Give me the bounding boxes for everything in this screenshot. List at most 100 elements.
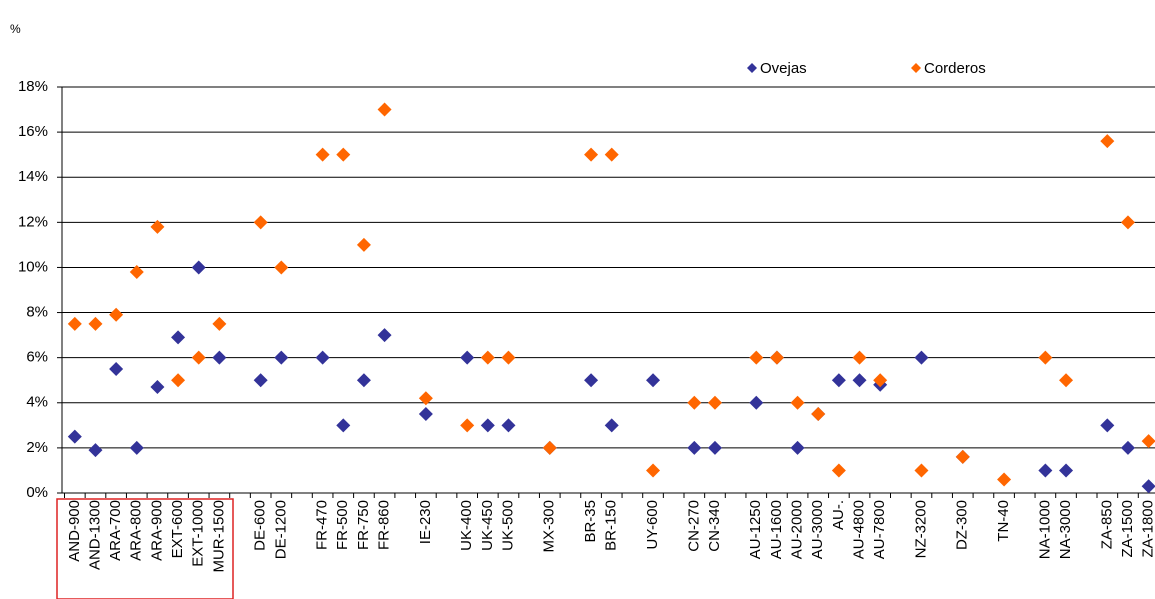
point: [129, 440, 144, 455]
point: [790, 440, 805, 455]
x-tick-label: AU-.: [830, 500, 847, 530]
highlight-box: [56, 498, 234, 599]
x-tick-label: ARA-700: [107, 500, 124, 561]
x-tick-label: AU-7800: [871, 500, 888, 559]
x-tick-label: AU-4800: [850, 500, 867, 559]
point: [377, 328, 392, 343]
point: [687, 395, 702, 410]
x-tick-label: FR-860: [376, 500, 393, 550]
point: [315, 147, 330, 162]
x-tick-label: NZ-3200: [912, 500, 929, 558]
point: [336, 147, 351, 162]
point: [88, 443, 103, 458]
x-tick-label: UK-450: [479, 500, 496, 551]
point: [1038, 463, 1053, 478]
point: [356, 373, 371, 388]
x-tick-label: AU-2000: [789, 500, 806, 559]
point: [914, 350, 929, 365]
point: [109, 307, 124, 322]
point: [191, 260, 206, 275]
y-tick-label: 18%: [18, 78, 48, 95]
x-tick-label: BR-35: [582, 500, 599, 543]
point: [501, 350, 516, 365]
point: [274, 350, 289, 365]
point: [646, 463, 661, 478]
point: [501, 418, 516, 433]
y-tick-label: 8%: [26, 304, 48, 321]
point: [171, 373, 186, 388]
x-tick-label: ZA-1800: [1140, 500, 1155, 558]
y-tick-label: 0%: [26, 484, 48, 501]
point: [315, 350, 330, 365]
point: [831, 463, 846, 478]
point: [67, 316, 82, 331]
point: [150, 379, 165, 394]
point: [997, 472, 1012, 487]
x-tick-label: FR-500: [334, 500, 351, 550]
x-tick-label: DZ-300: [954, 500, 971, 550]
point: [460, 350, 475, 365]
point: [873, 373, 888, 388]
x-tick-label: NA-1000: [1036, 500, 1053, 559]
point: [790, 395, 805, 410]
point: [811, 407, 826, 422]
point: [646, 373, 661, 388]
point: [150, 219, 165, 234]
point: [749, 395, 764, 410]
y-tick-label: 10%: [18, 258, 48, 275]
point: [418, 391, 433, 406]
point: [480, 418, 495, 433]
point: [604, 418, 619, 433]
x-tick-label: DE-600: [252, 500, 269, 551]
x-tick-label: CN-270: [685, 500, 702, 552]
x-tick-label: NA-3000: [1057, 500, 1074, 559]
y-tick-label: 6%: [26, 349, 48, 366]
legend-label: Ovejas: [760, 60, 807, 77]
x-tick-label: AU-3000: [809, 500, 826, 559]
point: [831, 373, 846, 388]
x-tick-label: ARA-900: [148, 500, 165, 561]
point: [584, 147, 599, 162]
point: [129, 264, 144, 279]
x-tick-label: AND-900: [66, 500, 83, 562]
x-tick-label: UY-600: [644, 500, 661, 549]
point: [749, 350, 764, 365]
legend-marker: [911, 63, 921, 73]
point: [1100, 134, 1115, 149]
point: [356, 237, 371, 252]
x-tick-label: ARA-800: [128, 500, 145, 561]
point: [418, 407, 433, 422]
x-tick-label: AU-1250: [747, 500, 764, 559]
point: [460, 418, 475, 433]
point: [1059, 373, 1074, 388]
point: [1120, 215, 1135, 230]
x-tick-label: AU-1600: [768, 500, 785, 559]
x-tick-label: MX-300: [541, 500, 558, 553]
point: [707, 440, 722, 455]
point: [852, 350, 867, 365]
point: [336, 418, 351, 433]
point: [274, 260, 289, 275]
legend-label: Corderos: [924, 60, 986, 77]
x-tick-label: TN-40: [995, 500, 1012, 542]
point: [109, 361, 124, 376]
point: [687, 440, 702, 455]
point: [707, 395, 722, 410]
point: [1059, 463, 1074, 478]
point: [253, 215, 268, 230]
y-unit-label: %: [10, 22, 21, 36]
x-tick-label: ZA-850: [1098, 500, 1115, 549]
point: [769, 350, 784, 365]
point: [212, 350, 227, 365]
x-tick-label: FR-750: [355, 500, 372, 550]
point: [1120, 440, 1135, 455]
y-tick-label: 16%: [18, 123, 48, 140]
x-tick-label: FR-470: [314, 500, 331, 550]
y-tick-label: 4%: [26, 394, 48, 411]
x-tick-label: MUR-1500: [210, 500, 227, 573]
point: [1100, 418, 1115, 433]
x-tick-label: BR-150: [603, 500, 620, 551]
point: [852, 373, 867, 388]
